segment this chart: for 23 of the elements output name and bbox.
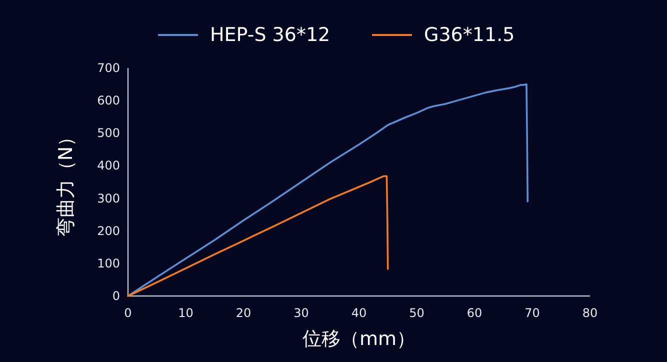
- x-axis-title: 位移（mm）: [302, 328, 416, 350]
- line-series: [127, 83, 529, 297]
- legend-label: G36*11.5: [424, 24, 515, 46]
- x-tick-label: 10: [178, 306, 194, 320]
- y-tick-label: 500: [97, 126, 120, 140]
- x-tick-label: 30: [294, 306, 309, 320]
- legend-label: HEP-S 36*12: [210, 24, 330, 46]
- x-tick-label: 0: [124, 306, 132, 320]
- y-tick-label: 600: [97, 94, 120, 108]
- y-tick-label: 300: [97, 191, 120, 206]
- x-tick-label: 50: [409, 306, 424, 320]
- x-tick-label: 20: [236, 306, 252, 320]
- y-tick-label: 0: [112, 289, 120, 303]
- x-tick-label: 40: [351, 306, 367, 320]
- y-tick-label: 100: [97, 256, 120, 270]
- x-tick-label: 80: [582, 306, 598, 320]
- y-tick-label: 200: [97, 224, 120, 238]
- y-axis-title: 弯曲力（N）: [55, 127, 77, 237]
- y-tick-label: 700: [97, 61, 120, 75]
- line-series: [127, 175, 389, 297]
- x-tick-label: 70: [524, 306, 540, 320]
- y-tick-label: 400: [97, 158, 120, 173]
- x-tick-label: 60: [466, 306, 482, 320]
